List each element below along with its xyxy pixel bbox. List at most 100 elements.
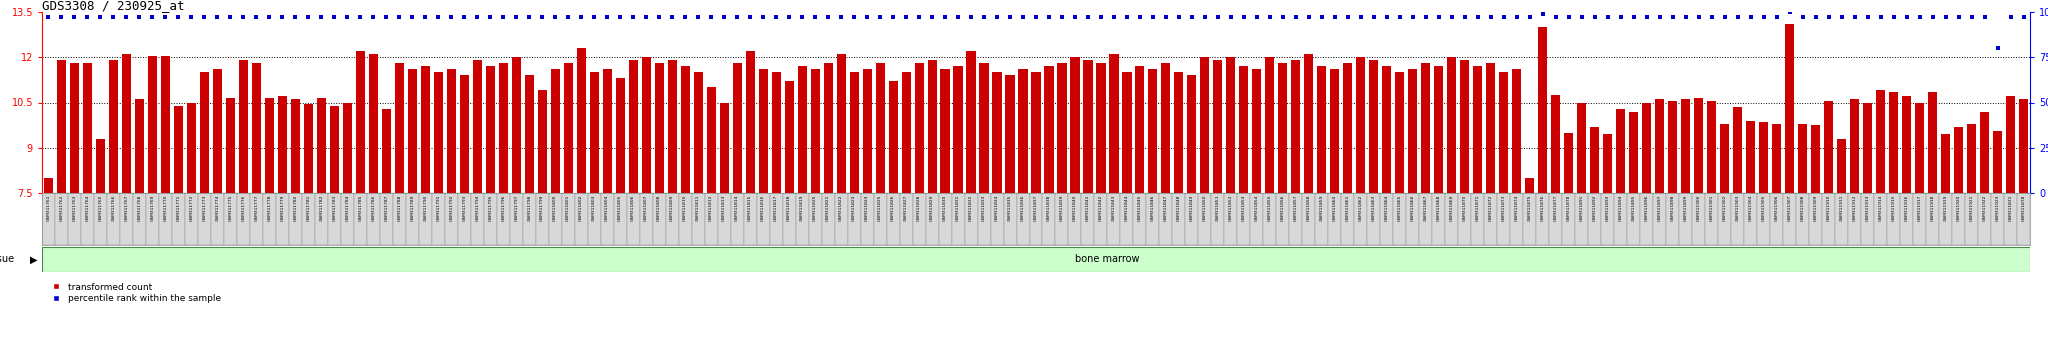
Bar — [1006, 75, 1014, 193]
Bar — [874, 193, 887, 245]
Bar — [434, 72, 442, 193]
Text: GSM311802: GSM311802 — [580, 195, 584, 221]
Bar — [1004, 193, 1016, 245]
Text: GSM311919: GSM311919 — [1944, 195, 1948, 221]
Bar — [1473, 66, 1483, 193]
Text: GSM311896: GSM311896 — [1645, 195, 1649, 221]
Bar — [1628, 112, 1638, 193]
Bar — [731, 193, 743, 245]
Text: GSM311773: GSM311773 — [203, 195, 207, 221]
Text: GSM311768: GSM311768 — [137, 195, 141, 221]
Text: GSM311801: GSM311801 — [565, 195, 569, 221]
Bar — [1096, 63, 1106, 193]
Bar — [301, 193, 315, 245]
Bar — [2017, 193, 2030, 245]
Bar — [367, 193, 379, 245]
Bar — [1122, 72, 1130, 193]
Point — [1292, 15, 1325, 20]
Point — [1253, 15, 1286, 20]
Text: GSM311862: GSM311862 — [1358, 195, 1362, 221]
Bar — [811, 69, 819, 193]
Text: GSM311904: GSM311904 — [1749, 195, 1753, 221]
Bar — [1016, 193, 1030, 245]
Text: GSM311813: GSM311813 — [723, 195, 727, 221]
Bar — [1174, 72, 1184, 193]
Bar — [1966, 124, 1976, 193]
Bar — [1434, 66, 1444, 193]
Point — [356, 15, 389, 20]
Text: GSM311847: GSM311847 — [1163, 195, 1167, 221]
Bar — [303, 104, 313, 193]
Text: GSM311895: GSM311895 — [1632, 195, 1636, 221]
Text: GSM311869: GSM311869 — [1450, 195, 1454, 221]
Point — [1110, 15, 1143, 20]
Bar — [1266, 57, 1274, 193]
Bar — [1798, 124, 1806, 193]
Bar — [1081, 193, 1094, 245]
Text: GSM311829: GSM311829 — [930, 195, 934, 221]
Bar — [1159, 193, 1171, 245]
Text: GSM311912: GSM311912 — [1853, 195, 1858, 221]
Bar — [1460, 60, 1468, 193]
Bar — [1237, 193, 1251, 245]
Bar — [1849, 99, 1860, 193]
Text: GSM311834: GSM311834 — [995, 195, 999, 221]
Point — [96, 15, 129, 20]
Bar — [719, 103, 729, 193]
Point — [45, 15, 78, 20]
Point — [799, 15, 831, 20]
Bar — [211, 193, 223, 245]
Point — [150, 15, 182, 20]
Bar — [1901, 193, 1913, 245]
Bar — [901, 72, 911, 193]
Bar — [1602, 193, 1614, 245]
Bar — [1511, 69, 1522, 193]
Text: GSM311812: GSM311812 — [709, 195, 713, 221]
Bar — [1759, 122, 1767, 193]
Point — [1864, 15, 1896, 20]
Bar — [1380, 193, 1393, 245]
Text: GSM311911: GSM311911 — [1839, 195, 1843, 221]
Text: GSM311785: GSM311785 — [358, 195, 362, 221]
Text: GSM311793: GSM311793 — [463, 195, 467, 221]
Point — [1917, 15, 1950, 20]
Text: GSM311855: GSM311855 — [1268, 195, 1272, 221]
Point — [1176, 15, 1208, 20]
Text: GSM311805: GSM311805 — [618, 195, 623, 221]
Bar — [82, 63, 92, 193]
Bar — [201, 72, 209, 193]
Bar — [758, 69, 768, 193]
Text: GSM311779: GSM311779 — [281, 195, 285, 221]
Bar — [743, 193, 756, 245]
Bar — [1055, 193, 1069, 245]
Bar — [1864, 103, 1872, 193]
Text: GSM311832: GSM311832 — [969, 195, 973, 221]
Text: GSM311893: GSM311893 — [1606, 195, 1610, 221]
Bar — [1171, 193, 1186, 245]
Text: GSM311792: GSM311792 — [449, 195, 453, 221]
Bar — [342, 103, 352, 193]
Bar — [578, 48, 586, 193]
Point — [954, 15, 987, 20]
Bar — [1548, 193, 1563, 245]
Bar — [590, 72, 598, 193]
Bar — [991, 193, 1004, 245]
Point — [967, 15, 999, 20]
Bar — [1526, 178, 1534, 193]
Text: GSM311769: GSM311769 — [150, 195, 154, 221]
Bar — [213, 69, 221, 193]
Text: GSM311797: GSM311797 — [514, 195, 518, 221]
Bar — [1939, 193, 1952, 245]
Bar — [315, 193, 328, 245]
Point — [383, 15, 416, 20]
Point — [643, 15, 676, 20]
Point — [1774, 9, 1806, 15]
Point — [825, 15, 858, 20]
Bar — [135, 99, 143, 193]
Bar — [328, 193, 340, 245]
Text: GSM311799: GSM311799 — [541, 195, 545, 221]
Point — [1942, 15, 1974, 20]
Point — [1423, 15, 1456, 20]
Bar — [57, 60, 66, 193]
Text: GSM311852: GSM311852 — [1229, 195, 1233, 221]
